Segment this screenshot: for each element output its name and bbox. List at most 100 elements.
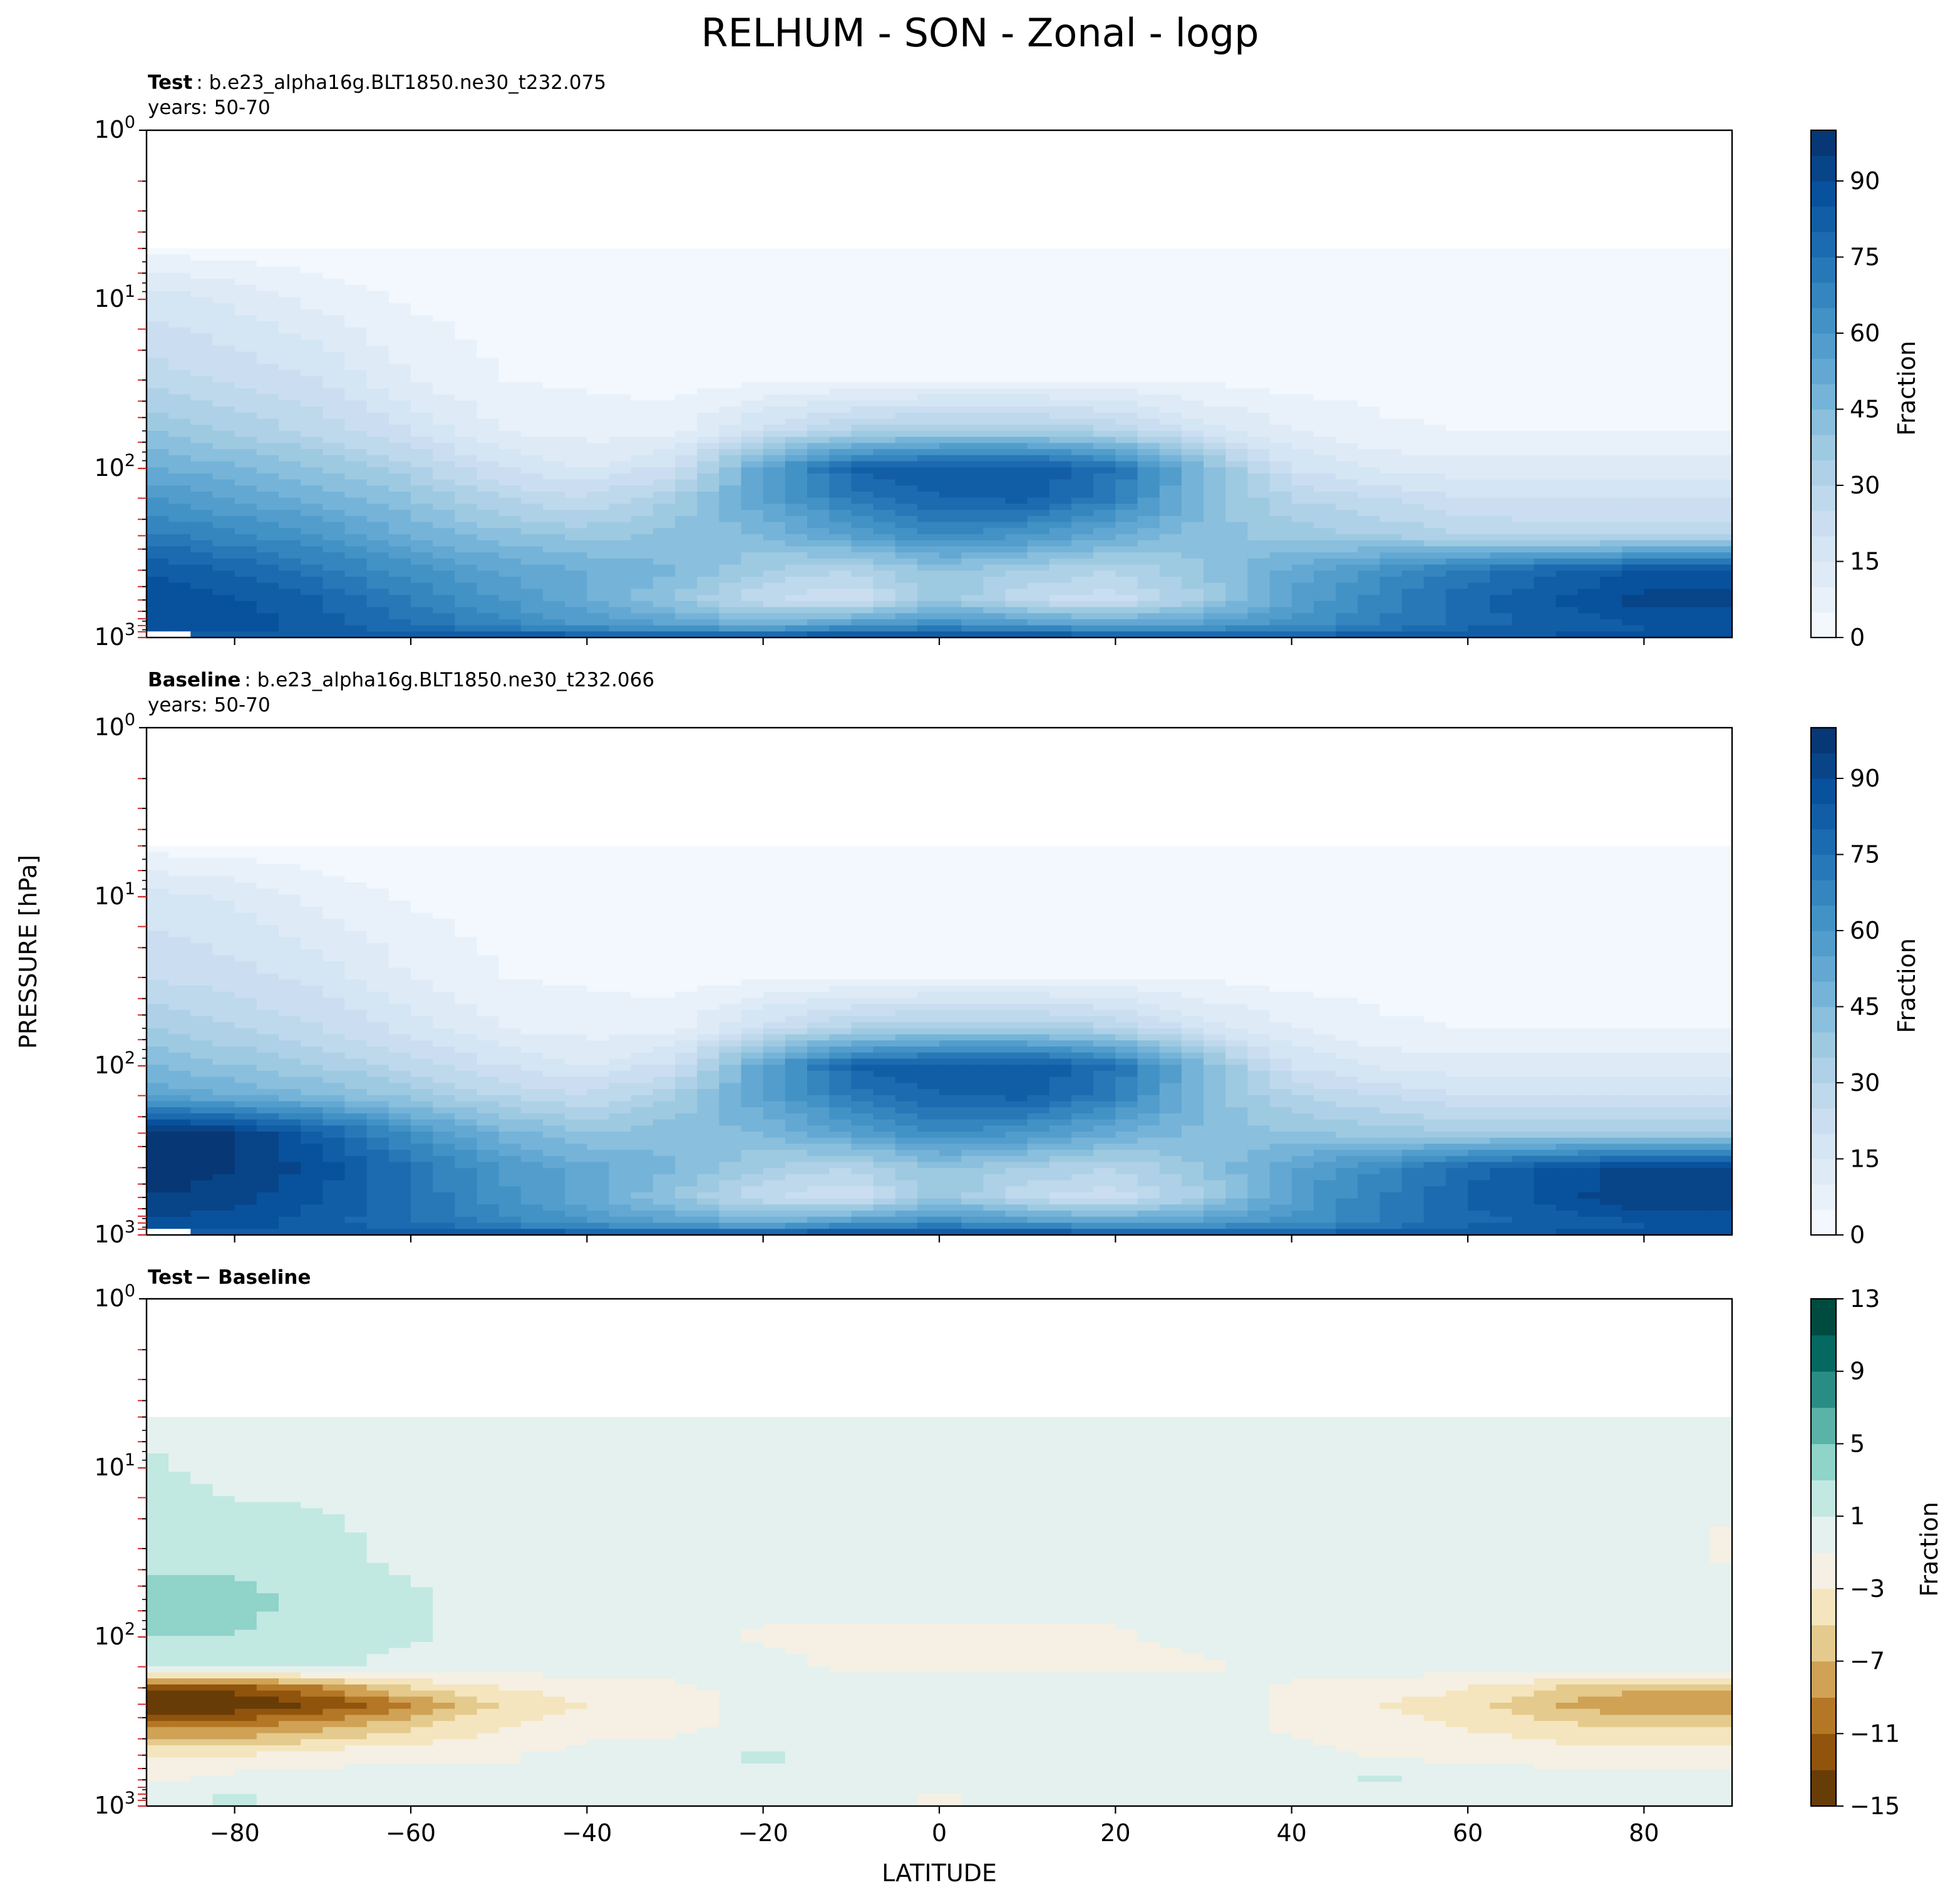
heatmap-cell: [168, 297, 191, 304]
heatmap-cell: [1666, 376, 1689, 383]
heatmap-cell: [388, 339, 411, 346]
heatmap-cell: [1225, 564, 1248, 571]
heatmap-cell: [301, 279, 323, 286]
heatmap-cell: [212, 351, 235, 359]
heatmap-cell: [1027, 492, 1050, 498]
heatmap-cell: [719, 510, 742, 517]
heatmap-cell: [741, 358, 764, 364]
heatmap-cell: [322, 510, 346, 517]
heatmap-cell: [609, 461, 632, 468]
heatmap-cell: [455, 369, 478, 377]
heatmap-cell: [1644, 522, 1667, 529]
heatmap-cell: [895, 613, 918, 620]
heatmap-cell: [1071, 582, 1094, 589]
heatmap-cell: [873, 528, 896, 535]
heatmap-cell: [741, 467, 764, 474]
heatmap-cell: [1204, 625, 1226, 632]
heatmap-cell: [1555, 369, 1579, 377]
heatmap-cell: [543, 613, 565, 620]
heatmap-cell: [652, 589, 676, 596]
heatmap-cell: [168, 625, 191, 632]
heatmap-cell: [147, 455, 169, 462]
heatmap-cell: [433, 425, 455, 431]
heatmap-cell: [917, 261, 940, 267]
heatmap-cell: [1401, 607, 1425, 614]
heatmap-cell: [168, 248, 191, 256]
heatmap-cell: [366, 291, 389, 297]
heatmap-cell: [1512, 254, 1535, 261]
heatmap-cell: [763, 479, 786, 486]
heatmap-cell: [939, 284, 962, 292]
heatmap-cell: [961, 852, 984, 859]
heatmap-cell: [983, 272, 1006, 279]
heatmap-cell: [741, 589, 764, 596]
heatmap-cell: [961, 607, 984, 614]
heatmap-cell: [939, 406, 962, 413]
heatmap-cell: [301, 376, 323, 383]
heatmap-cell: [411, 607, 433, 614]
heatmap-cell: [1027, 248, 1050, 256]
heatmap-cell: [565, 864, 587, 871]
heatmap-cell: [829, 467, 852, 474]
heatmap-cell: [366, 248, 389, 256]
heatmap-cell: [697, 582, 720, 589]
heatmap-cell: [1512, 272, 1535, 279]
heatmap-cell: [477, 845, 500, 853]
heatmap-cell: [851, 309, 874, 316]
heatmap-cell: [1027, 297, 1050, 304]
heatmap-cell: [1490, 400, 1512, 407]
heatmap-cell: [234, 284, 257, 292]
heatmap-cell: [322, 576, 346, 584]
colorbar-swatch: [1811, 435, 1836, 461]
heatmap-cell: [455, 272, 478, 279]
heatmap-cell: [433, 571, 455, 577]
heatmap-cell: [1159, 358, 1182, 364]
heatmap-cell: [1622, 388, 1644, 395]
heatmap-cell: [1247, 522, 1271, 529]
heatmap-cell: [256, 558, 279, 565]
heatmap-cell: [1204, 412, 1226, 420]
heatmap-cell: [1534, 327, 1557, 334]
heatmap-cell: [301, 449, 323, 456]
heatmap-cell: [388, 364, 411, 371]
heatmap-cell: [455, 473, 478, 480]
heatmap-cell: [1204, 582, 1226, 589]
heatmap-cell: [1137, 309, 1160, 316]
heatmap-cell: [411, 473, 433, 480]
heatmap-cell: [1358, 552, 1380, 559]
heatmap-cell: [1666, 601, 1689, 608]
heatmap-cell: [1336, 497, 1358, 505]
heatmap-cell: [1710, 406, 1733, 413]
heatmap-cell: [652, 394, 676, 401]
heatmap-cell: [1423, 515, 1447, 523]
heatmap-cell: [1204, 376, 1226, 383]
heatmap-cell: [631, 406, 654, 413]
heatmap-cell: [477, 492, 500, 498]
heatmap-cell: [1577, 394, 1601, 401]
heatmap-cell: [1468, 564, 1490, 571]
heatmap-cell: [1336, 297, 1358, 304]
heatmap-cell: [147, 485, 169, 492]
heatmap-cell: [1313, 582, 1336, 589]
heatmap-cell: [587, 558, 610, 565]
heatmap-cell: [147, 607, 169, 614]
heatmap-cell: [168, 346, 191, 353]
heatmap-cell: [609, 418, 632, 425]
heatmap-cell: [1049, 303, 1072, 310]
heatmap-cell: [1358, 558, 1380, 565]
heatmap-cell: [1490, 589, 1512, 596]
heatmap-cell: [983, 515, 1006, 523]
heatmap-cell: [1710, 576, 1733, 584]
heatmap-cell: [961, 321, 984, 328]
heatmap-cell: [1225, 388, 1248, 395]
heatmap-cell: [1534, 473, 1557, 480]
heatmap-cell: [1600, 467, 1622, 474]
heatmap-cell: [168, 522, 191, 529]
heatmap-cell: [917, 589, 940, 596]
heatmap-cell: [961, 394, 984, 401]
heatmap-cell: [344, 418, 368, 425]
heatmap-cell: [565, 503, 587, 510]
heatmap-cell: [433, 382, 455, 389]
heatmap-cell: [1622, 485, 1644, 492]
heatmap-cell: [1071, 266, 1094, 274]
